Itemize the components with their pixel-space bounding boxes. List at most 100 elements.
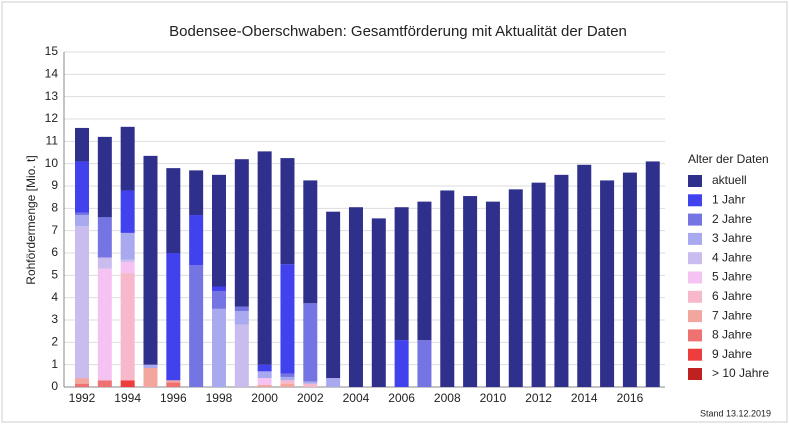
bar-segment (600, 180, 615, 387)
bar-segment (120, 232, 135, 260)
y-tick-label: 15 (45, 44, 59, 58)
legend-swatch (688, 232, 702, 245)
bar-segment (75, 212, 89, 216)
y-tick-label: 2 (51, 335, 58, 349)
bar-segment (326, 211, 341, 379)
bar-segment (166, 380, 181, 383)
x-tick-label: 1996 (160, 391, 187, 405)
legend-swatch (688, 368, 702, 380)
bar-segment (622, 172, 637, 387)
x-tick-label: 1992 (69, 391, 96, 405)
y-tick-label: 8 (51, 201, 58, 215)
x-tick-label: 1994 (114, 391, 141, 405)
y-tick-label: 11 (46, 134, 59, 148)
y-tick-label: 14 (45, 67, 59, 81)
bar-segment (280, 158, 295, 265)
bar-segment (189, 215, 204, 266)
bar-segment (166, 168, 181, 253)
bar-segment (577, 164, 592, 387)
y-tick-label: 9 (51, 178, 58, 192)
x-tick-label: 2012 (525, 391, 552, 405)
bar-segment (303, 383, 318, 387)
bar-segment (371, 218, 386, 387)
bar-segment (120, 261, 135, 274)
legend-label: 2 Jahre (712, 212, 752, 226)
x-tick-label: 2016 (617, 391, 644, 405)
legend-swatch (688, 348, 702, 361)
y-tick-label: 7 (51, 223, 58, 237)
bar-segment (417, 340, 432, 387)
x-tick-label: 2010 (480, 391, 507, 405)
x-tick-label: 2000 (251, 391, 278, 405)
bar-segment (211, 174, 226, 287)
bar-segment (120, 273, 135, 381)
legend-swatch (688, 310, 702, 323)
bar-segment (97, 257, 112, 269)
bar-segment (280, 380, 295, 384)
bar-segment (257, 371, 272, 379)
legend-swatch (688, 194, 702, 207)
bar-segment (211, 308, 226, 387)
y-tick-label: 1 (51, 357, 58, 371)
bar-segment (75, 215, 89, 227)
y-tick-label: 5 (51, 268, 58, 282)
legend-label: 3 Jahre (712, 231, 752, 245)
y-tick-label: 4 (51, 290, 58, 304)
bar-segment (189, 265, 204, 387)
bar-segment (211, 290, 226, 309)
bar-segment (234, 159, 249, 307)
bar-segment (120, 190, 135, 233)
bar-segment (189, 170, 204, 216)
legend-label: 5 Jahre (712, 270, 752, 284)
x-tick-label: 2008 (434, 391, 461, 405)
bar-segment (234, 306, 249, 312)
bar-segment (75, 161, 89, 213)
bar-segment (326, 378, 341, 387)
x-tick-label: 2004 (343, 391, 370, 405)
legend-label: > 10 Jahre (712, 366, 769, 380)
y-tick-label: 13 (45, 89, 59, 103)
legend-label: 4 Jahre (712, 250, 752, 264)
bar-segment (280, 264, 295, 374)
y-tick-label: 0 (51, 379, 58, 393)
bar-segment (554, 174, 569, 387)
chart-title: Bodensee-Oberschwaben: Gesamtförderung m… (169, 23, 627, 40)
bar-segment (234, 311, 249, 325)
bar-segment (257, 378, 272, 385)
x-tick-label: 2006 (388, 391, 415, 405)
bar-segment (120, 380, 135, 387)
legend-label: 1 Jahr (712, 192, 745, 206)
bar-segment (440, 190, 455, 387)
legend-swatch (688, 271, 702, 284)
bar-segment (280, 383, 295, 387)
bar-segment (417, 201, 432, 341)
bar-segment (97, 136, 112, 218)
legend-swatch (688, 290, 702, 303)
bar-segment (120, 259, 135, 262)
legend-swatch (688, 252, 702, 265)
bar-segment (645, 161, 660, 387)
bar-segment (303, 303, 318, 382)
bar-segment (348, 207, 363, 387)
bar-segment (211, 286, 226, 291)
bar-segment (166, 253, 181, 381)
annotation: Stand 13.12.2019 (700, 408, 771, 418)
bar-segment (257, 151, 272, 365)
y-axis-label: Rohfördermenge [Mio. t] (24, 155, 38, 284)
bar-segment (394, 207, 409, 341)
legend-label: 8 Jahre (712, 328, 752, 342)
x-tick-label: 2014 (571, 391, 598, 405)
bar-segment (485, 201, 500, 387)
bar-segment (531, 182, 546, 387)
legend-swatch (688, 175, 702, 187)
y-tick-label: 3 (51, 312, 58, 326)
legend-swatch (688, 329, 702, 342)
bar-segment (303, 180, 318, 304)
bar-segment (303, 381, 318, 384)
y-tick-label: 6 (51, 245, 58, 259)
bar-segment (280, 376, 295, 381)
legend-label: aktuell (712, 173, 747, 187)
bar-segment (463, 196, 478, 387)
